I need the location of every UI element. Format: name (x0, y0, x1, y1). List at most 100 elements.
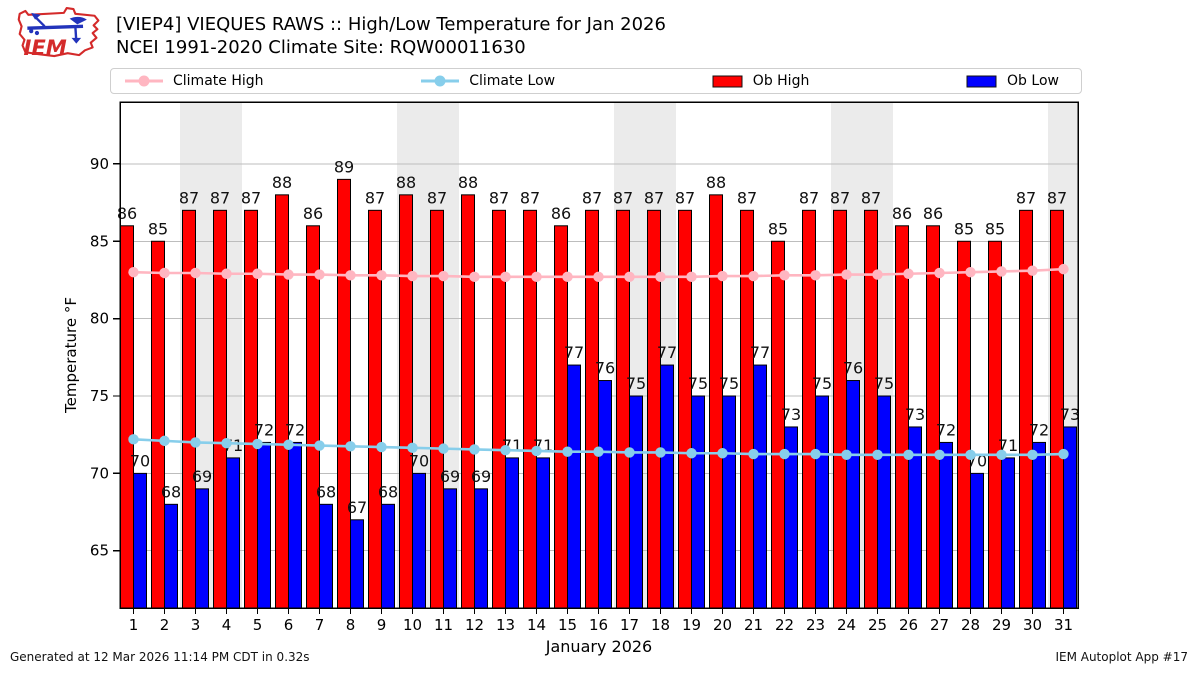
legend-label: Ob High (752, 73, 810, 89)
svg-text:86: 86 (892, 204, 912, 223)
legend-item-ob-low: Ob Low (965, 73, 1059, 89)
legend-label: Ob Low (1007, 73, 1059, 89)
svg-text:69: 69 (471, 467, 491, 486)
svg-text:17: 17 (620, 616, 639, 634)
svg-text:1: 1 (129, 616, 139, 634)
svg-text:86: 86 (117, 204, 137, 223)
svg-text:12: 12 (465, 616, 484, 634)
svg-text:11: 11 (434, 616, 453, 634)
svg-text:68: 68 (378, 482, 398, 501)
y-axis: 65 70 75 80 85 90 (90, 155, 120, 560)
svg-text:70: 70 (130, 451, 150, 470)
svg-text:77: 77 (657, 343, 677, 362)
svg-text:5: 5 (253, 616, 263, 634)
svg-text:80: 80 (90, 310, 109, 328)
climate-low-line (128, 434, 1069, 461)
svg-text:75: 75 (626, 374, 646, 393)
page-subtitle: NCEI 1991-2020 Climate Site: RQW00011630 (116, 37, 526, 58)
svg-text:73: 73 (1060, 405, 1080, 424)
svg-text:86: 86 (551, 204, 571, 223)
svg-text:86: 86 (923, 204, 943, 223)
svg-text:76: 76 (595, 359, 615, 378)
svg-text:75: 75 (874, 374, 894, 393)
svg-text:3: 3 (191, 616, 201, 634)
legend-line-marker (125, 75, 163, 87)
svg-text:10: 10 (403, 616, 422, 634)
logo-text: IEM (24, 35, 67, 60)
climate-high-line (128, 263, 1069, 283)
legend-item-ob-high: Ob High (711, 73, 810, 89)
ob-low-bars (133, 364, 1077, 609)
svg-text:76: 76 (843, 359, 863, 378)
legend-line-marker (421, 75, 460, 87)
x-axis: 1 2 3 4 5 6 7 8 9 10 11 12 13 14 15 16 17 18 19 20 21 22 23 24 2… (129, 608, 1073, 656)
svg-text:85: 85 (90, 232, 109, 250)
svg-text:65: 65 (90, 542, 109, 560)
generated-timestamp: Generated at 12 Mar 2026 11:14 PM CDT in… (10, 650, 310, 664)
page-title: [VIEP4] VIEQUES RAWS :: High/Low Tempera… (116, 14, 666, 35)
svg-text:88: 88 (272, 173, 292, 192)
svg-text:89: 89 (334, 157, 354, 176)
svg-text:87: 87 (799, 188, 819, 207)
svg-text:70: 70 (90, 464, 109, 482)
svg-text:87: 87 (241, 188, 261, 207)
svg-text:7: 7 (315, 616, 325, 634)
svg-text:88: 88 (706, 173, 726, 192)
svg-text:77: 77 (750, 343, 770, 362)
svg-text:87: 87 (489, 188, 509, 207)
svg-text:18: 18 (651, 616, 670, 634)
title-block: [VIEP4] VIEQUES RAWS :: High/Low Tempera… (116, 13, 666, 59)
svg-text:20: 20 (713, 616, 732, 634)
svg-text:29: 29 (992, 616, 1011, 634)
svg-text:87: 87 (1016, 188, 1036, 207)
svg-text:30: 30 (1023, 616, 1042, 634)
svg-text:73: 73 (905, 405, 925, 424)
iem-logo: IEM (17, 7, 100, 60)
svg-text:77: 77 (564, 343, 584, 362)
svg-text:88: 88 (458, 173, 478, 192)
svg-text:25: 25 (868, 616, 887, 634)
svg-text:31: 31 (1054, 616, 1073, 634)
svg-text:69: 69 (440, 467, 460, 486)
svg-text:8: 8 (346, 616, 356, 634)
svg-text:2: 2 (160, 616, 170, 634)
y-axis-title: Temperature °F (62, 297, 80, 414)
svg-text:16: 16 (589, 616, 608, 634)
app-credit: IEM Autoplot App #17 (1055, 650, 1188, 664)
svg-text:68: 68 (316, 482, 336, 501)
svg-text:72: 72 (254, 420, 274, 439)
svg-text:23: 23 (806, 616, 825, 634)
svg-text:87: 87 (861, 188, 881, 207)
svg-text:87: 87 (613, 188, 633, 207)
svg-text:87: 87 (582, 188, 602, 207)
svg-text:87: 87 (427, 188, 447, 207)
svg-text:85: 85 (148, 219, 168, 238)
svg-text:21: 21 (744, 616, 763, 634)
svg-text:70: 70 (409, 451, 429, 470)
svg-text:85: 85 (954, 219, 974, 238)
svg-text:69: 69 (192, 467, 212, 486)
svg-text:85: 85 (985, 219, 1005, 238)
svg-text:26: 26 (899, 616, 918, 634)
svg-text:88: 88 (396, 173, 416, 192)
legend-swatch (966, 75, 997, 88)
svg-text:72: 72 (1029, 420, 1049, 439)
svg-text:87: 87 (737, 188, 757, 207)
bar-value-labels: 86 85 87 87 87 88 86 89 87 88 87 88 87 87 86 87 87 87 87 88… (117, 157, 1080, 516)
chart-legend: Climate High Climate Low Ob High Ob Low (110, 68, 1082, 94)
svg-text:9: 9 (377, 616, 387, 634)
svg-text:87: 87 (179, 188, 199, 207)
svg-text:68: 68 (161, 482, 181, 501)
svg-text:28: 28 (961, 616, 980, 634)
svg-text:75: 75 (719, 374, 739, 393)
legend-label: Climate High (173, 73, 264, 89)
legend-item-climate-high: Climate High (123, 73, 264, 89)
svg-text:6: 6 (284, 616, 294, 634)
svg-text:67: 67 (347, 498, 367, 517)
weathervane-icon (27, 12, 87, 44)
ob-high-bars (120, 178, 1064, 609)
svg-text:13: 13 (496, 616, 515, 634)
svg-text:87: 87 (675, 188, 695, 207)
svg-text:24: 24 (837, 616, 856, 634)
